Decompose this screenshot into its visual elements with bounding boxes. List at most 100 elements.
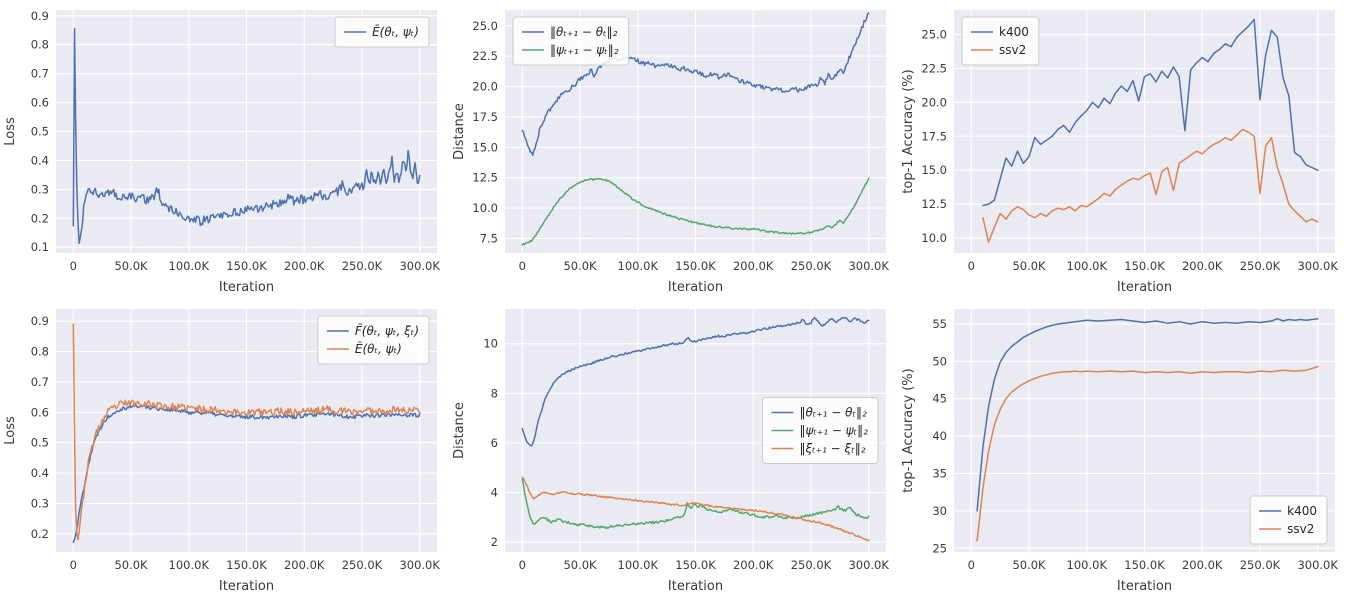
- legend-label: ‖ψₜ₊₁ − ψₜ‖₂: [799, 424, 868, 438]
- legend-label: ssv2: [999, 43, 1026, 57]
- chart-svg-top-distance: 0 50.0K 100.0K 150.0K 200.0K 250.0K 300.0K 7.5 1…: [452, 10, 889, 295]
- legend: ‖θₜ₊₁ − θₜ‖₂ ‖ψₜ₊₁ − ψₜ‖₂ ‖ξₜ₊₁ − ξₜ‖₂: [761, 397, 879, 464]
- svg-text:0: 0: [968, 259, 975, 273]
- svg-text:25.0: 25.0: [921, 27, 947, 41]
- chart-svg-bottom-loss: 0 50.0K 100.0K 150.0K 200.0K 250.0K 300.0K 0.2 0…: [3, 309, 440, 594]
- svg-text:50.0K: 50.0K: [114, 259, 148, 273]
- svg-text:35: 35: [932, 466, 947, 480]
- gridlines: [56, 10, 437, 253]
- svg-text:250.0K: 250.0K: [791, 558, 832, 572]
- svg-text:0.5: 0.5: [31, 125, 49, 139]
- chart-bottom-accuracy: 0 50.0K 100.0K 150.0K 200.0K 250.0K 300.0K 25 30…: [898, 299, 1347, 598]
- svg-text:150.0K: 150.0K: [226, 558, 267, 572]
- series-line-1: [521, 177, 870, 246]
- svg-text:50.0K: 50.0K: [563, 558, 597, 572]
- svg-text:0.2: 0.2: [31, 211, 49, 225]
- svg-text:100.0K: 100.0K: [618, 259, 659, 273]
- legend: k400 ssv2: [1249, 495, 1328, 545]
- svg-text:0.2: 0.2: [31, 527, 49, 541]
- svg-text:55: 55: [932, 317, 947, 331]
- svg-text:250.0K: 250.0K: [1240, 259, 1281, 273]
- y-axis-label: Loss: [3, 416, 18, 445]
- svg-text:200.0K: 200.0K: [284, 259, 325, 273]
- svg-text:0.3: 0.3: [31, 496, 49, 510]
- legend: k400 ssv2: [961, 16, 1040, 66]
- svg-text:50.0K: 50.0K: [1012, 558, 1046, 572]
- chart-svg-top-accuracy: 0 50.0K 100.0K 150.0K 200.0K 250.0K 300.0K 10.0…: [901, 10, 1338, 295]
- legend-label: Ē(θₜ, ψₜ): [372, 25, 419, 39]
- svg-text:200.0K: 200.0K: [733, 259, 774, 273]
- series-line-0: [982, 18, 1319, 207]
- svg-text:22.5: 22.5: [472, 49, 498, 63]
- svg-text:25.0: 25.0: [472, 19, 498, 33]
- x-axis-label: Iteration: [668, 579, 723, 594]
- svg-text:30: 30: [932, 504, 947, 518]
- legend-label: F̄(θₜ, ψₜ, ξₜ): [355, 324, 419, 338]
- x-axis-label: Iteration: [1117, 280, 1172, 295]
- svg-text:0.6: 0.6: [31, 405, 49, 419]
- series-line-2: [521, 476, 870, 542]
- svg-text:0.3: 0.3: [31, 182, 49, 196]
- svg-text:250.0K: 250.0K: [342, 558, 383, 572]
- x-axis-label: Iteration: [219, 579, 274, 594]
- svg-text:0.5: 0.5: [31, 436, 49, 450]
- svg-text:50.0K: 50.0K: [114, 558, 148, 572]
- svg-text:50: 50: [932, 354, 947, 368]
- svg-text:12.5: 12.5: [472, 171, 498, 185]
- svg-text:4: 4: [491, 485, 498, 499]
- svg-text:17.5: 17.5: [472, 110, 498, 124]
- svg-text:20.0: 20.0: [921, 95, 947, 109]
- legend-label: k400: [999, 25, 1029, 39]
- series-line-1: [982, 128, 1319, 243]
- svg-text:200.0K: 200.0K: [733, 558, 774, 572]
- svg-text:150.0K: 150.0K: [675, 259, 716, 273]
- svg-text:0: 0: [519, 558, 526, 572]
- legend-label: Ē(θₜ, ψₜ): [355, 342, 402, 356]
- legend-label: ‖ξₜ₊₁ − ξₜ‖₂: [799, 442, 865, 456]
- legend-box: [512, 16, 630, 66]
- svg-text:300.0K: 300.0K: [399, 259, 440, 273]
- svg-text:300.0K: 300.0K: [848, 259, 889, 273]
- svg-text:10: 10: [483, 337, 498, 351]
- svg-text:200.0K: 200.0K: [284, 558, 325, 572]
- x-axis-label: Iteration: [1117, 579, 1172, 594]
- legend-box: [334, 16, 430, 48]
- legend-label: ‖θₜ₊₁ − θₜ‖₂: [799, 406, 867, 420]
- svg-text:250.0K: 250.0K: [791, 259, 832, 273]
- svg-text:150.0K: 150.0K: [226, 259, 267, 273]
- svg-text:10.0: 10.0: [472, 201, 498, 215]
- y-axis-label: top-1 Accuracy (%): [901, 69, 916, 193]
- svg-text:0.9: 0.9: [31, 9, 49, 23]
- series-line-1: [72, 323, 421, 541]
- legend-label: ‖θₜ₊₁ − θₜ‖₂: [550, 25, 618, 39]
- svg-text:250.0K: 250.0K: [342, 259, 383, 273]
- svg-text:0.4: 0.4: [31, 153, 49, 167]
- svg-text:17.5: 17.5: [921, 129, 947, 143]
- series-line-1: [521, 478, 870, 530]
- svg-text:40: 40: [932, 429, 947, 443]
- svg-text:150.0K: 150.0K: [675, 558, 716, 572]
- svg-text:200.0K: 200.0K: [1182, 259, 1223, 273]
- svg-text:150.0K: 150.0K: [1124, 558, 1165, 572]
- svg-text:0.7: 0.7: [31, 375, 49, 389]
- legend: ‖θₜ₊₁ − θₜ‖₂ ‖ψₜ₊₁ − ψₜ‖₂: [512, 16, 630, 66]
- svg-text:0: 0: [70, 259, 77, 273]
- svg-text:15.0: 15.0: [921, 163, 947, 177]
- series-line-1: [976, 365, 1319, 542]
- svg-text:22.5: 22.5: [921, 61, 947, 75]
- svg-text:100.0K: 100.0K: [618, 558, 659, 572]
- svg-text:0: 0: [70, 558, 77, 572]
- legend-box: [317, 315, 430, 365]
- svg-text:250.0K: 250.0K: [1240, 558, 1281, 572]
- legend-label: ‖ψₜ₊₁ − ψₜ‖₂: [550, 43, 619, 57]
- svg-text:150.0K: 150.0K: [1124, 259, 1165, 273]
- chart-svg-top-loss: 0 50.0K 100.0K 150.0K 200.0K 250.0K 300.0K 0.1 0…: [3, 9, 440, 295]
- legend-box: [761, 397, 879, 464]
- svg-text:10.0: 10.0: [921, 231, 947, 245]
- y-axis-label: top-1 Accuracy (%): [901, 368, 916, 492]
- svg-text:300.0K: 300.0K: [1297, 558, 1338, 572]
- svg-text:300.0K: 300.0K: [399, 558, 440, 572]
- x-axis-label: Iteration: [219, 280, 274, 295]
- svg-text:0: 0: [968, 558, 975, 572]
